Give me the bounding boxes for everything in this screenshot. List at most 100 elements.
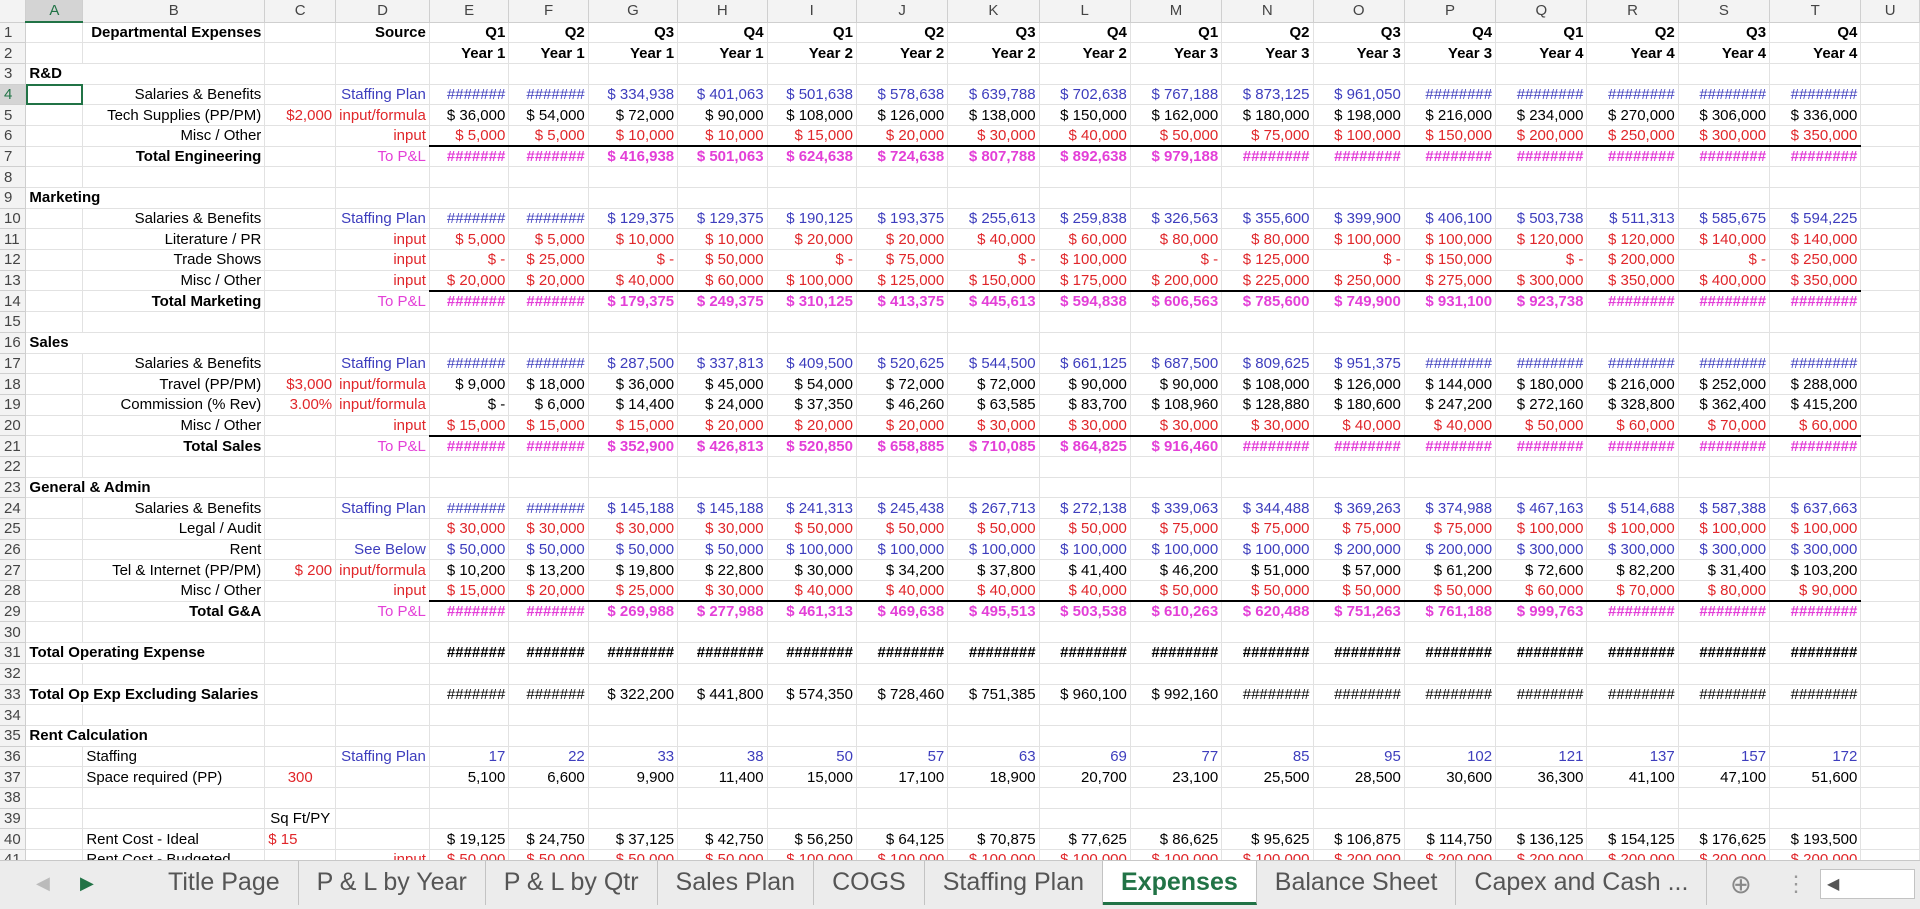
value-cell[interactable]: $ 200,000 xyxy=(1678,849,1771,860)
parameter-cell[interactable] xyxy=(264,684,337,706)
value-cell[interactable]: Year 1 xyxy=(429,42,510,64)
value-cell[interactable] xyxy=(588,456,679,478)
value-cell[interactable] xyxy=(1586,725,1679,747)
value-cell[interactable]: Q3 xyxy=(1678,22,1771,44)
value-cell[interactable]: $ 19,800 xyxy=(588,559,679,582)
value-cell[interactable]: ######## xyxy=(1313,435,1405,457)
value-cell[interactable]: $ 175,000 xyxy=(1039,270,1131,292)
cell[interactable] xyxy=(25,559,84,582)
value-cell[interactable]: $ 50,000 xyxy=(1039,518,1131,540)
value-cell[interactable]: $ 50,000 xyxy=(1130,580,1223,603)
value-cell[interactable]: $ 100,000 xyxy=(1039,849,1131,860)
value-cell[interactable]: $ 270,000 xyxy=(1586,104,1679,126)
value-cell[interactable]: $ 140,000 xyxy=(1769,228,1862,251)
cell[interactable] xyxy=(25,849,84,860)
value-cell[interactable]: $ 45,000 xyxy=(677,373,768,395)
value-cell[interactable]: Year 2 xyxy=(767,42,857,64)
source-cell[interactable] xyxy=(335,787,430,809)
value-cell[interactable]: $ 50,000 xyxy=(429,539,510,561)
value-cell[interactable]: $ 60,000 xyxy=(1769,415,1862,437)
value-cell[interactable]: ####### xyxy=(429,290,510,313)
value-cell[interactable]: $ 150,000 xyxy=(1404,125,1497,148)
value-cell[interactable]: ######## xyxy=(1404,642,1497,664)
parameter-cell[interactable] xyxy=(264,746,337,768)
value-cell[interactable] xyxy=(429,311,510,333)
parameter-cell[interactable] xyxy=(264,787,337,809)
value-cell[interactable]: $ 255,613 xyxy=(947,208,1040,230)
value-cell[interactable] xyxy=(1313,456,1405,478)
cell[interactable] xyxy=(1860,642,1920,664)
row-label[interactable]: Total Sales xyxy=(82,435,266,457)
source-cell[interactable]: input xyxy=(335,415,430,437)
cell[interactable] xyxy=(25,42,84,64)
value-cell[interactable]: $ 106,875 xyxy=(1313,828,1405,850)
cell[interactable] xyxy=(82,42,266,64)
value-cell[interactable]: $ 80,000 xyxy=(1130,228,1223,251)
cell[interactable] xyxy=(1860,601,1920,623)
value-cell[interactable] xyxy=(588,725,679,747)
value-cell[interactable]: ######## xyxy=(1221,146,1314,168)
value-cell[interactable]: $ 807,788 xyxy=(947,146,1040,168)
value-cell[interactable]: $ 150,000 xyxy=(1039,104,1131,126)
cell[interactable] xyxy=(25,808,84,830)
value-cell[interactable]: ######## xyxy=(1678,84,1771,106)
value-cell[interactable]: $ 923,738 xyxy=(1495,290,1588,313)
source-cell[interactable] xyxy=(335,808,430,830)
row-number[interactable]: 9 xyxy=(0,187,27,209)
row-label[interactable]: Tel & Internet (PP/PM) xyxy=(82,559,266,582)
source-cell[interactable] xyxy=(335,621,430,644)
parameter-cell[interactable] xyxy=(264,208,337,230)
value-cell[interactable]: $ 50,000 xyxy=(767,518,857,540)
value-cell[interactable]: $ 216,000 xyxy=(1586,373,1679,395)
row-number[interactable]: 20 xyxy=(0,415,27,437)
value-cell[interactable]: $ 328,800 xyxy=(1586,394,1679,416)
row-number[interactable]: 14 xyxy=(0,290,27,313)
value-cell[interactable]: $ 225,000 xyxy=(1221,270,1314,292)
source-cell[interactable]: Staffing Plan xyxy=(335,746,430,768)
value-cell[interactable]: $ 179,375 xyxy=(588,290,679,313)
value-cell[interactable]: $ 60,000 xyxy=(1586,415,1679,437)
value-cell[interactable]: $ 60,000 xyxy=(1039,228,1131,251)
value-cell[interactable]: $ 61,200 xyxy=(1404,559,1497,582)
cell[interactable] xyxy=(82,704,266,726)
value-cell[interactable]: $ 5,000 xyxy=(508,228,589,251)
value-cell[interactable] xyxy=(947,663,1040,685)
value-cell[interactable]: $ 409,500 xyxy=(767,353,857,375)
row-number[interactable]: 17 xyxy=(0,353,27,375)
value-cell[interactable]: $ 120,000 xyxy=(1586,228,1679,251)
value-cell[interactable]: $ 90,000 xyxy=(677,104,768,126)
value-cell[interactable]: 41,100 xyxy=(1586,766,1679,788)
row-label[interactable]: Travel (PP/PM) xyxy=(82,373,266,395)
value-cell[interactable] xyxy=(1586,63,1679,85)
source-cell[interactable]: Staffing Plan xyxy=(335,497,430,519)
value-cell[interactable]: $ 979,188 xyxy=(1130,146,1223,168)
value-cell[interactable] xyxy=(1313,63,1405,85)
row-number[interactable]: 8 xyxy=(0,166,27,188)
value-cell[interactable]: ####### xyxy=(508,684,589,706)
value-cell[interactable]: $ 300,000 xyxy=(1678,539,1771,561)
value-cell[interactable] xyxy=(1130,787,1223,809)
value-cell[interactable]: $ 40,000 xyxy=(856,580,949,603)
row-label[interactable]: Total Marketing xyxy=(82,290,266,313)
value-cell[interactable]: $ 594,225 xyxy=(1769,208,1862,230)
value-cell[interactable]: Year 4 xyxy=(1769,42,1862,64)
value-cell[interactable] xyxy=(1313,621,1405,644)
row-number[interactable]: 4 xyxy=(0,84,27,106)
cell[interactable] xyxy=(1860,42,1920,64)
value-cell[interactable] xyxy=(508,456,589,478)
row-number[interactable]: 22 xyxy=(0,456,27,478)
value-cell[interactable]: $ 108,960 xyxy=(1130,394,1223,416)
row-number[interactable]: 35 xyxy=(0,725,27,747)
parameter-cell[interactable] xyxy=(264,580,337,602)
value-cell[interactable]: $ 80,000 xyxy=(1221,228,1314,251)
row-number[interactable]: 28 xyxy=(0,580,27,602)
value-cell[interactable]: $ 992,160 xyxy=(1130,684,1223,706)
source-cell[interactable] xyxy=(335,725,430,747)
value-cell[interactable]: $ 306,000 xyxy=(1678,104,1771,126)
value-cell[interactable]: $ 100,000 xyxy=(1221,849,1314,860)
value-cell[interactable]: $ 344,488 xyxy=(1221,497,1314,519)
scroll-left-icon[interactable]: ◀ xyxy=(1827,876,1840,893)
value-cell[interactable]: 5,100 xyxy=(429,766,510,788)
parameter-cell[interactable] xyxy=(264,704,337,726)
value-cell[interactable] xyxy=(1495,166,1588,188)
